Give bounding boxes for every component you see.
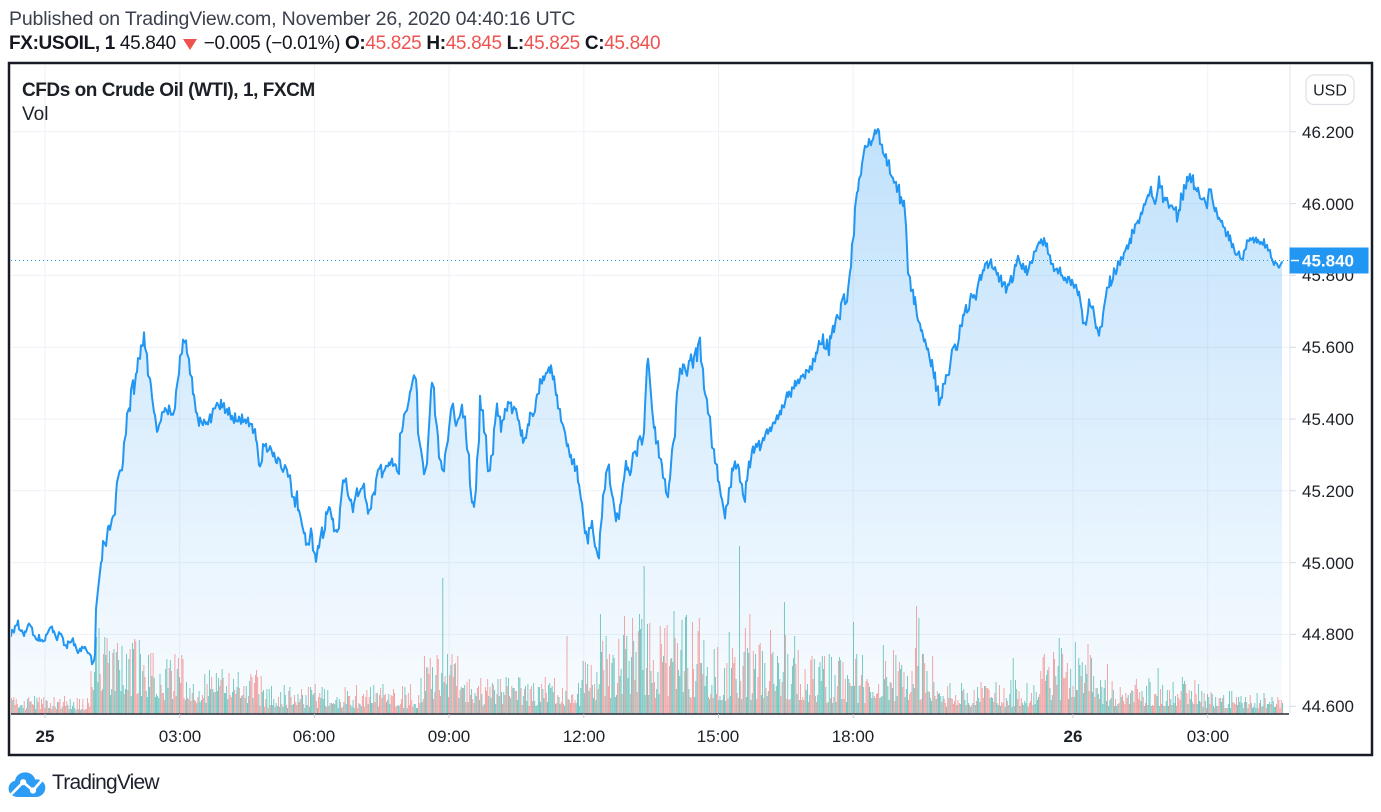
- svg-text:USD: USD: [1313, 83, 1347, 100]
- svg-text:46.000: 46.000: [1302, 195, 1354, 214]
- svg-text:12:00: 12:00: [563, 727, 606, 746]
- svg-text:44.600: 44.600: [1302, 697, 1354, 716]
- svg-text:45.840: 45.840: [1302, 252, 1354, 271]
- svg-text:09:00: 09:00: [428, 727, 471, 746]
- svg-text:25: 25: [36, 727, 55, 746]
- svg-text:46.200: 46.200: [1302, 123, 1354, 142]
- svg-text:26: 26: [1064, 727, 1083, 746]
- svg-text:45.600: 45.600: [1302, 338, 1354, 357]
- svg-text:45.400: 45.400: [1302, 410, 1354, 429]
- svg-text:15:00: 15:00: [697, 727, 740, 746]
- svg-text:18:00: 18:00: [832, 727, 875, 746]
- svg-text:44.800: 44.800: [1302, 625, 1354, 644]
- svg-text:45.000: 45.000: [1302, 554, 1354, 573]
- svg-text:03:00: 03:00: [1187, 727, 1230, 746]
- svg-text:03:00: 03:00: [159, 727, 202, 746]
- svg-text:06:00: 06:00: [293, 727, 336, 746]
- svg-text:45.200: 45.200: [1302, 482, 1354, 501]
